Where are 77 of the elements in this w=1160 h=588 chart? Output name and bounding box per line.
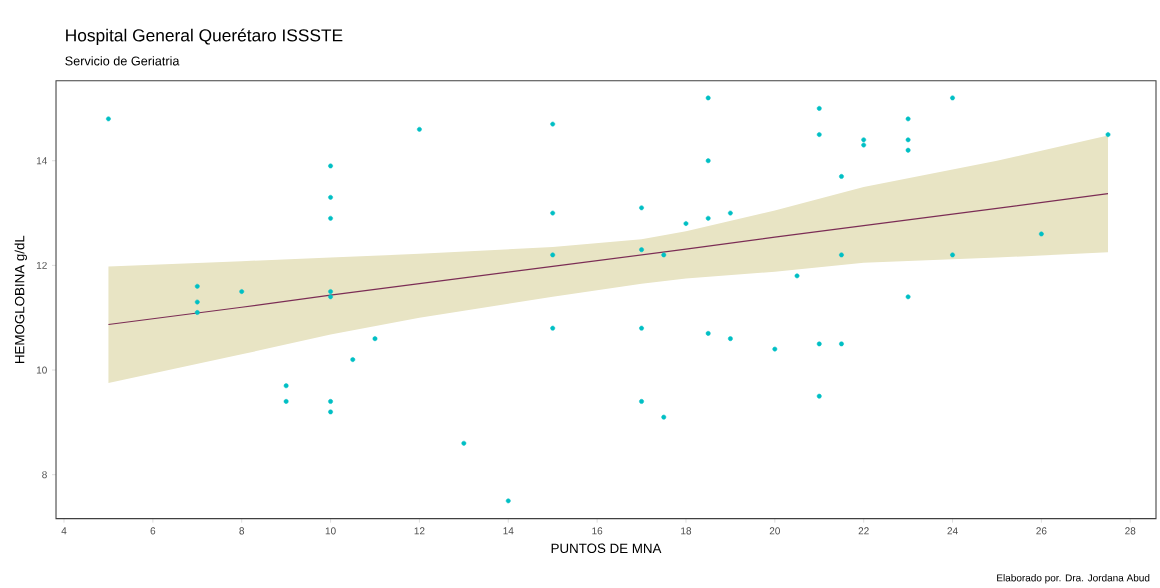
point <box>816 105 822 111</box>
point <box>905 147 911 153</box>
x-axis-title: PUNTOS DE MNA <box>551 543 662 554</box>
point <box>328 409 333 415</box>
point <box>950 95 955 101</box>
point <box>727 210 733 216</box>
point <box>705 95 711 101</box>
point <box>328 215 333 221</box>
point <box>328 194 333 200</box>
point <box>639 205 644 211</box>
y-tick-label: 14 <box>36 157 48 165</box>
x-tick-label: 8 <box>239 527 245 535</box>
x-tick-label: 4 <box>61 527 67 535</box>
x-tick-label: 26 <box>1036 527 1047 535</box>
point <box>550 252 556 258</box>
point <box>639 325 644 331</box>
point <box>705 331 711 336</box>
point <box>861 137 867 143</box>
y-tick-label: 12 <box>36 261 47 269</box>
point <box>683 221 689 226</box>
point <box>550 121 556 127</box>
point <box>350 357 356 362</box>
x-tick-label: 28 <box>1125 527 1136 535</box>
point <box>328 399 333 404</box>
point <box>839 174 844 179</box>
point <box>328 294 333 300</box>
x-tick-label: 12 <box>414 527 425 535</box>
point <box>905 137 911 143</box>
point <box>1105 132 1111 137</box>
point <box>417 126 422 132</box>
point <box>661 252 667 258</box>
x-tick-label: 10 <box>325 527 336 535</box>
x-tick-label: 14 <box>503 527 514 535</box>
x-tick-label: 24 <box>947 527 958 535</box>
point <box>106 116 111 122</box>
point <box>816 341 822 347</box>
point <box>794 273 800 279</box>
point <box>772 346 778 352</box>
point <box>839 341 844 347</box>
point <box>839 252 844 258</box>
point <box>727 336 733 342</box>
point <box>194 283 200 289</box>
point <box>816 393 822 399</box>
point <box>661 414 667 420</box>
point <box>705 215 711 221</box>
point <box>861 142 867 148</box>
point <box>905 116 911 122</box>
point <box>328 289 333 294</box>
point <box>639 399 644 404</box>
text: Elaborado por. Dra. Jordana Abud <box>997 574 1150 584</box>
y-tick-label: 10 <box>36 366 47 374</box>
point <box>461 440 467 446</box>
point <box>283 399 289 404</box>
y-tick-label: 8 <box>42 471 47 479</box>
point <box>505 498 511 504</box>
chart-title: Hospital General Querétaro ISSSTE <box>66 28 343 45</box>
y-axis-title: HEMOGLOBINA g/dL <box>14 235 28 364</box>
point <box>639 247 644 253</box>
x-tick-label: 6 <box>150 527 156 535</box>
point <box>372 336 378 342</box>
point <box>816 132 822 137</box>
point <box>1038 231 1044 237</box>
point <box>550 210 556 216</box>
point <box>950 252 955 258</box>
x-tick-label: 22 <box>858 527 869 535</box>
point <box>705 158 711 164</box>
point <box>283 383 289 389</box>
x-tick-label: 16 <box>592 527 603 535</box>
point <box>239 289 245 294</box>
point <box>194 299 200 305</box>
chart-subtitle: Servicio de Geriatria <box>65 56 180 66</box>
point <box>550 325 556 331</box>
point <box>905 294 911 300</box>
x-tick-label: 20 <box>769 527 780 535</box>
point <box>328 163 333 169</box>
point <box>194 310 200 315</box>
x-tick-label: 18 <box>681 527 692 535</box>
